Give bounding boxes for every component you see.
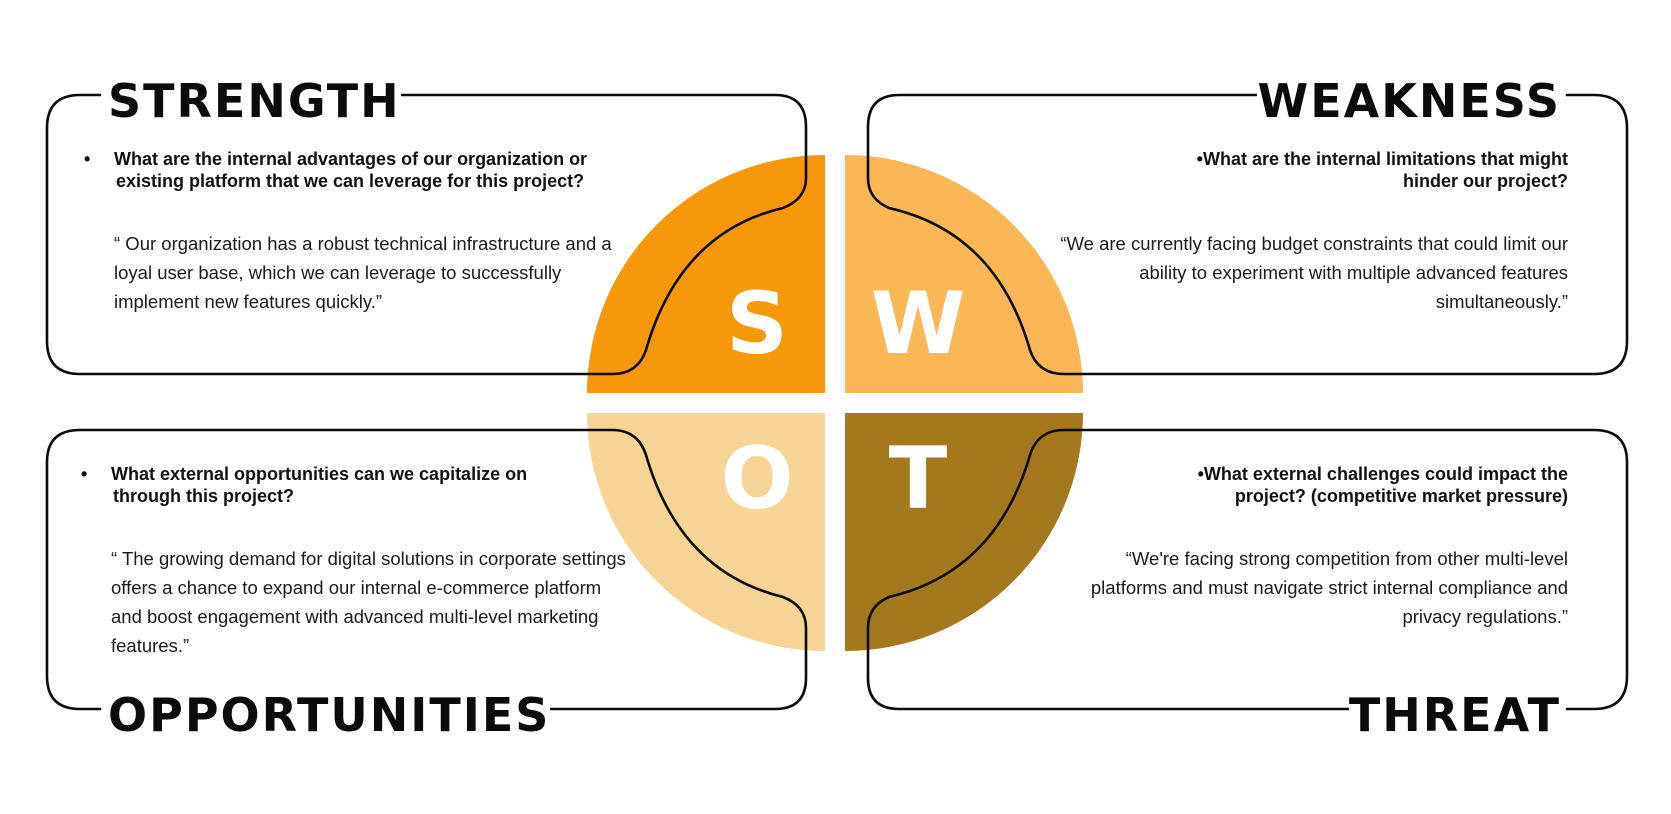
letter-w: W xyxy=(871,274,966,374)
opportunities-frame xyxy=(45,428,808,711)
letter-t: T xyxy=(889,429,948,529)
strength-title: STRENGTH xyxy=(108,73,401,129)
weakness-quote: “We are currently facing budget constrai… xyxy=(1060,233,1568,312)
letter-o: O xyxy=(720,429,793,529)
letter-s: S xyxy=(726,274,788,374)
opportunities-quote: “ The growing demand for digital solutio… xyxy=(111,548,626,656)
bullet-icon: • xyxy=(84,149,91,169)
bullet-icon: • xyxy=(1196,149,1203,169)
threat-title: THREAT xyxy=(1348,687,1561,743)
bullet-icon: • xyxy=(81,464,88,484)
strength-question-text: What are the internal advantages of our … xyxy=(114,149,588,191)
weakness-question-text: What are the internal limitations that m… xyxy=(1202,149,1568,191)
threat-question: •What external challenges could impact t… xyxy=(1138,463,1568,507)
strength-quadrant xyxy=(587,155,825,393)
threat-question-text: What external challenges could impact th… xyxy=(1203,464,1568,506)
strength-quote: “ Our organization has a robust technica… xyxy=(114,233,612,312)
weakness-question: •What are the internal limitations that … xyxy=(1138,148,1568,192)
bullet-icon: • xyxy=(1197,464,1204,484)
opportunities-title: OPPORTUNITIES xyxy=(108,687,551,743)
threat-quote: “We're facing strong competition from ot… xyxy=(1090,548,1568,627)
opportunities-question: • What external opportunities can we capi… xyxy=(81,463,593,507)
strength-frame xyxy=(45,93,808,376)
weakness-title: WEAKNESS xyxy=(1257,73,1561,129)
strength-question: • What are the internal advantages of our… xyxy=(84,148,656,192)
threat-frame xyxy=(866,428,1629,711)
weakness-frame xyxy=(866,93,1629,376)
threat-quadrant xyxy=(845,413,1083,651)
opportunities-question-text: What external opportunities can we capit… xyxy=(111,464,528,506)
